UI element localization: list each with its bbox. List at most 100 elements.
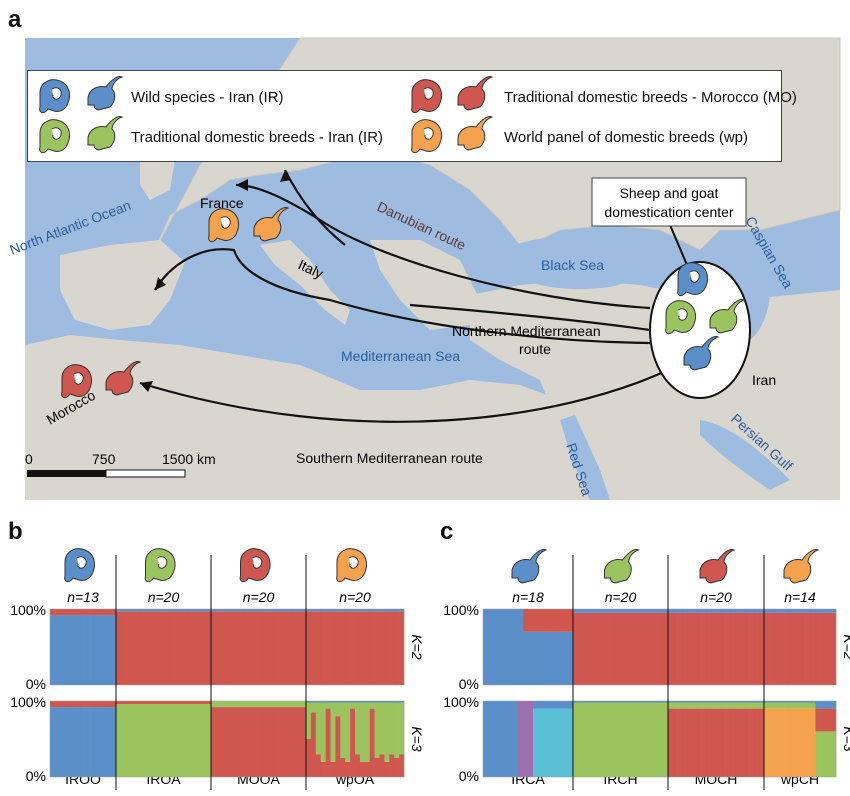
- panel-c-k2-bar-g2-i14-s0: [735, 612, 741, 685]
- panel-b-k2-bar-g1-i19-s0: [206, 611, 212, 685]
- panel-b-k3-bar-g0-i0-s1: [50, 701, 56, 708]
- panel-b-k2-bar-g0-i12-s0: [110, 615, 117, 685]
- panel-b-k3-bar-g3-i11-s0: [359, 761, 366, 777]
- panel-c-k2-bar-g1-i6-s1: [601, 609, 607, 613]
- panel-b-k3-bar-g2-i2-s1: [220, 701, 226, 708]
- panel-c-k2-bar-g2-i3-s0: [682, 612, 688, 685]
- panel-c-k2-bar-g2-i13-s1: [730, 609, 736, 613]
- panel-b-k2-bar-g2-i6-s1: [239, 609, 245, 612]
- center-label-line2: domestication center: [604, 204, 734, 220]
- panel-b-k3-bar-g3-i6-s2: [335, 701, 341, 703]
- panel-c-k3-bar-g1-i14-s0: [639, 702, 645, 777]
- panel-b-k3-bar-g0-i3-s0: [65, 707, 71, 777]
- panel-c-k3-bar-g2-i8-s2: [706, 701, 712, 703]
- panel-b-k3-bar-g3-i7-s2: [340, 701, 346, 703]
- panel-b-k2-bar-g2-i10-s1: [258, 609, 264, 612]
- panel-b-k3-bar-g3-i11-s1: [359, 702, 366, 762]
- panel-b-k2-bar-g2-i1-s0: [215, 611, 221, 685]
- panel-c-k2-bar-g3-i11-s1: [820, 609, 827, 613]
- panel-c-k3-bar-g1-i2-s0: [582, 702, 588, 777]
- panel-c-k2-bar-g0-i14-s0: [553, 631, 559, 685]
- panel-c-k3-bar-g3-i4-s0: [784, 708, 791, 777]
- panel-b-k3-bar-g0-i0-s0: [50, 707, 56, 777]
- panel-b-k2-bar-g0-i8-s0: [90, 615, 96, 685]
- panel-c-k2-bar-g1-i14-s0: [639, 612, 645, 685]
- panel-c-k3-bar-g1-i1-s0: [577, 702, 583, 777]
- panel-b-k3-bar-g3-i9-s2: [350, 701, 356, 703]
- panel-b-k2-bar-g3-i0-s0: [306, 611, 312, 685]
- panel-c-k3-bar-g1-i3-s1: [587, 701, 593, 703]
- panel-c-row-frame-0: [482, 608, 837, 686]
- panel-c-k3-bar-g3-i12-s2: [825, 701, 832, 709]
- panel-b-k3-bar-g2-i2-s0: [220, 707, 226, 777]
- panel-c-k3-bar-g2-i3-s1: [682, 702, 688, 709]
- panel-b-k3-bar-g2-i4-s1: [230, 701, 236, 708]
- panel-c-k3-bar-g2-i18-s2: [754, 701, 760, 703]
- panel-c-k3-bar-g1-i6-s1: [601, 701, 607, 703]
- panel-c-k3-bar-g2-i5-s0: [692, 708, 698, 777]
- panel-c-k3-bar-g2-i0-s0: [668, 708, 674, 777]
- panel-b-k3-bar-g3-i17-s2: [389, 701, 395, 703]
- panel-c-k3-bar-g1-i0-s0: [573, 702, 579, 777]
- panel-c-k2-bar-g0-i10-s1: [533, 609, 539, 632]
- panel-c-k2-bar-g1-i12-s1: [630, 609, 636, 613]
- panel-b-k2-bar-g2-i12-s1: [268, 609, 274, 612]
- panel-c-k3-bar-g3-i8-s2: [805, 701, 811, 703]
- panel-b-k3-bar-g3-i14-s0: [374, 758, 380, 777]
- panel-c-k2-bar-g2-i4-s1: [687, 609, 693, 613]
- panel-b-k3-bar-g3-i9-s1: [350, 702, 356, 709]
- panel-c-k2-bar-g1-i10-s1: [620, 609, 626, 613]
- panel-c-k2-bar-g3-i8-s1: [805, 609, 811, 613]
- panel-b-k3-bar-g3-i2-s2: [315, 701, 321, 703]
- panel-b-k3-bar-g1-i12-s0: [173, 704, 179, 777]
- panel-b-k2-bar-g3-i18-s0: [394, 611, 400, 685]
- panel-b-group-0-icon: [64, 548, 96, 583]
- panel-c-k2-bar-g3-i7-s1: [800, 609, 806, 613]
- panel-c-k2-bar-g3-i9-s0: [810, 612, 816, 685]
- panel-b-k2-bar-g3-i13-s0: [369, 611, 375, 685]
- panel-b-k2-bar-g2-i2-s0: [220, 611, 226, 685]
- panel-b-row-1-ytick-bottom: 0%: [26, 768, 46, 784]
- scale-tick-750: 750: [92, 451, 116, 467]
- panel-c-k2-bar-g2-i14-s1: [735, 609, 741, 613]
- panel-b-k3-bar-g1-i10-s1: [163, 701, 169, 705]
- panel-b-k2-bar-g0-i2-s1: [60, 609, 66, 616]
- panel-b-k3-bar-g3-i4-s0: [325, 708, 331, 777]
- panel-b-k3-bar-g3-i4-s1: [325, 702, 331, 709]
- panel-b-k2-bar-g3-i15-s0: [379, 611, 385, 685]
- label-southern-med: Southern Mediterranean route: [296, 450, 483, 466]
- panel-b-k2-bar-g2-i16-s1: [287, 609, 293, 612]
- panel-b-k3-bar-g3-i7-s0: [340, 758, 346, 777]
- panel-c-k2-bar-g0-i3-s0: [498, 609, 504, 685]
- panel-c-k3-bar-g2-i9-s1: [711, 702, 717, 709]
- panel-b-k3-bar-g2-i18-s1: [296, 701, 302, 708]
- panel-c-k2-bar-g3-i5-s1: [789, 609, 796, 613]
- panel-c-k2-bar-g1-i0-s1: [573, 609, 579, 613]
- panel-b-k2-bar-g3-i4-s1: [325, 609, 331, 612]
- panel-b-k3-bar-g3-i19-s1: [399, 702, 405, 755]
- panel-b-k2-bar-g1-i9-s0: [158, 611, 164, 685]
- panel-c-k3-bar-g3-i2-s2: [774, 701, 780, 703]
- panel-b-k3-bar-g3-i2-s1: [315, 702, 321, 755]
- label-black-sea: Black Sea: [541, 257, 604, 273]
- panel-letter-b: b: [8, 518, 23, 545]
- panel-b-k3-bar-g0-i9-s0: [95, 707, 102, 777]
- panel-c-k2-bar-g1-i4-s0: [592, 612, 598, 685]
- panel-b-k2-bar-g3-i14-s1: [374, 609, 380, 612]
- panel-c-k2-bar-g0-i2-s0: [493, 609, 499, 685]
- panel-c-k3-bar-g2-i11-s2: [720, 701, 726, 703]
- panel-b-k3-bar-g2-i19-s1: [301, 701, 307, 708]
- panel-b-k2-bar-g2-i7-s0: [244, 611, 250, 685]
- panel-b-k3-bar-g3-i14-s2: [374, 701, 380, 703]
- panel-b-k3-bar-g0-i4-s1: [70, 701, 76, 708]
- panel-c-k3-bar-g1-i5-s1: [596, 701, 602, 703]
- panel-c-k2-bar-g3-i2-s0: [774, 612, 780, 685]
- panel-c-k3-bar-g2-i12-s0: [725, 708, 731, 777]
- panel-c-k3-bar-g0-i17-s1: [568, 701, 574, 709]
- panel-b-k3-bar-g2-i3-s1: [225, 701, 231, 708]
- panel-b-k2-bar-g2-i3-s0: [225, 611, 231, 685]
- map-legend: Wild species - Iran (IR) Traditional dom…: [27, 70, 797, 162]
- panel-b-k3-bar-g3-i19-s2: [399, 701, 405, 703]
- panel-c-k2-bar-g2-i19-s1: [759, 609, 765, 613]
- panel-b-k3-bar-g2-i4-s0: [230, 707, 236, 777]
